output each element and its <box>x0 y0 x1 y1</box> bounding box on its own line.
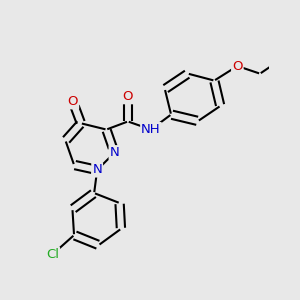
Text: O: O <box>123 90 133 103</box>
Text: O: O <box>232 59 243 73</box>
Text: Cl: Cl <box>46 248 59 261</box>
Text: N: N <box>92 164 102 176</box>
Text: O: O <box>68 95 78 108</box>
Text: N: N <box>110 146 119 159</box>
Text: NH: NH <box>141 123 161 136</box>
